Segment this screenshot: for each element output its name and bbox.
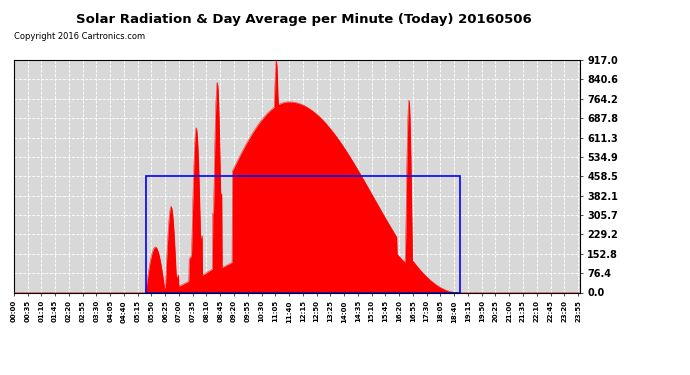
Bar — [146, 176, 460, 292]
Text: Radiation (W/m2): Radiation (W/m2) — [529, 15, 612, 24]
Text: Copyright 2016 Cartronics.com: Copyright 2016 Cartronics.com — [14, 32, 145, 41]
Text: Median (W/m2): Median (W/m2) — [411, 15, 483, 24]
Text: Solar Radiation & Day Average per Minute (Today) 20160506: Solar Radiation & Day Average per Minute… — [76, 13, 531, 26]
